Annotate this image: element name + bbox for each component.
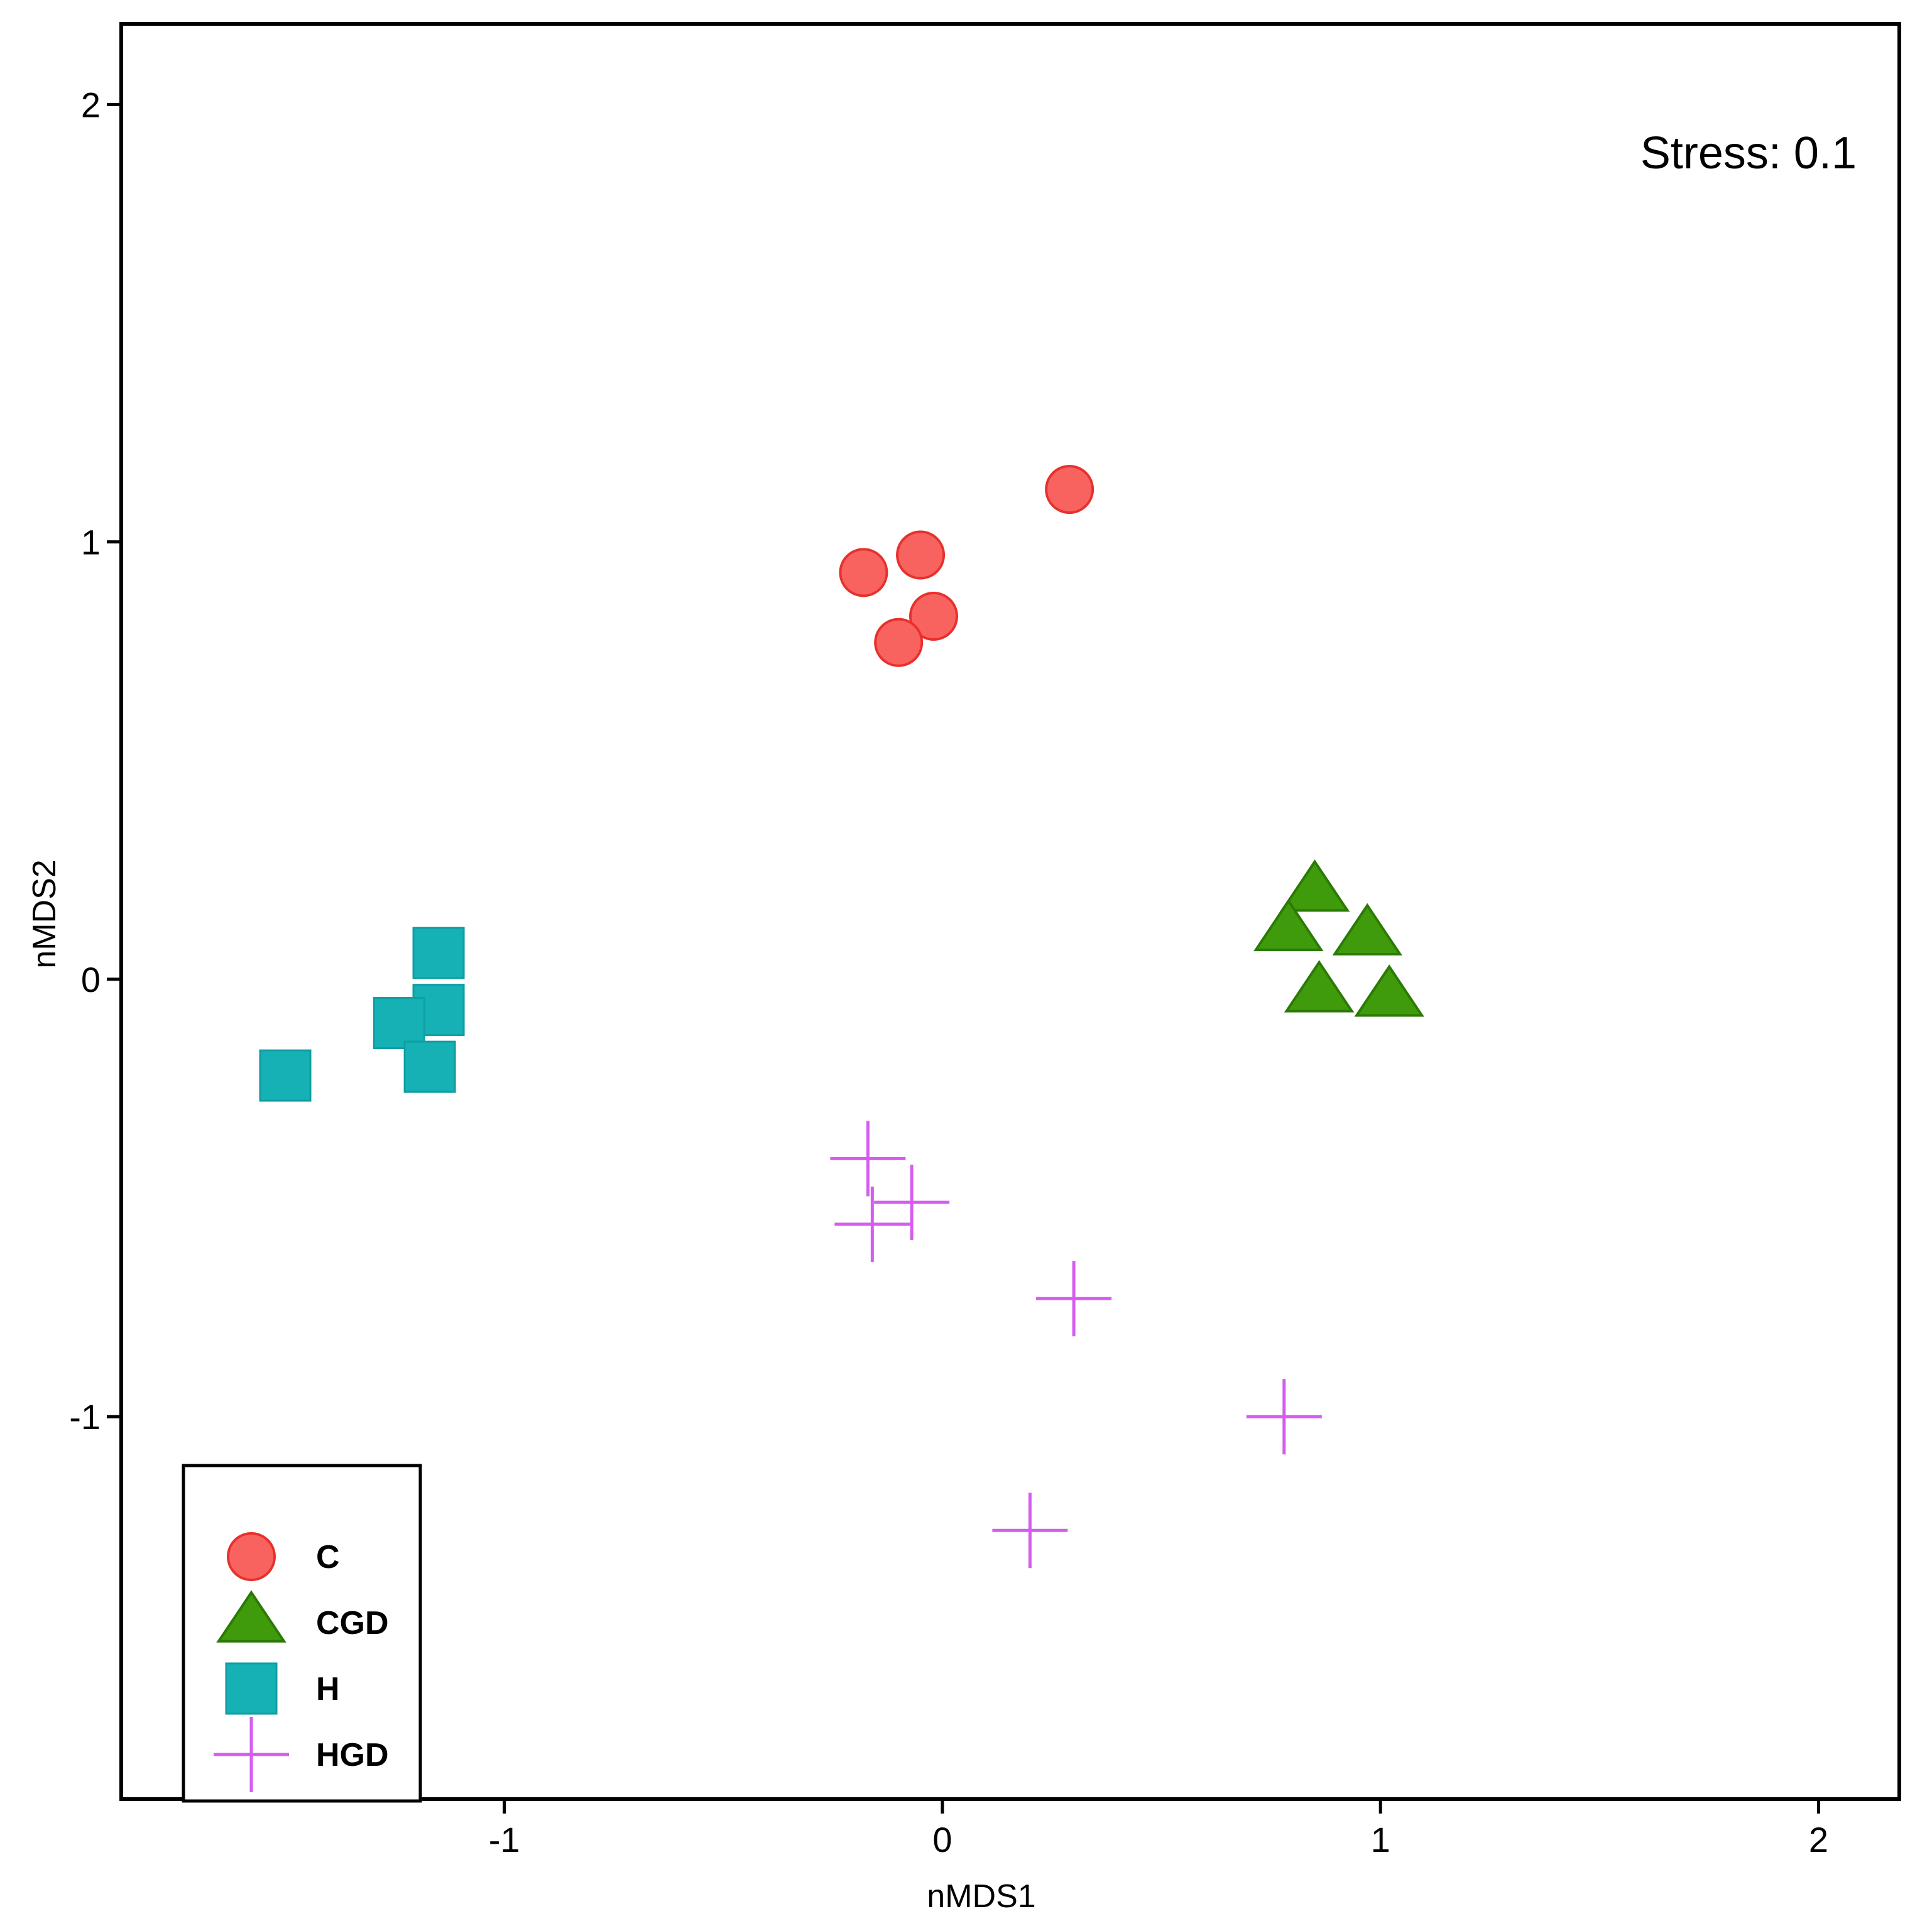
- point-cgd: [1253, 898, 1324, 952]
- legend-marker-c: [227, 1532, 276, 1581]
- legend-label-h: H: [316, 1671, 340, 1707]
- point-hgd: [874, 1165, 950, 1241]
- point-h: [412, 927, 465, 979]
- point-c: [909, 592, 958, 641]
- x-tick-label: 1: [1371, 1820, 1390, 1859]
- x-tick-label: 0: [932, 1820, 952, 1859]
- legend-marker-cgd: [216, 1590, 287, 1643]
- point-cgd: [1332, 903, 1403, 956]
- x-tick-label: -1: [489, 1820, 520, 1859]
- y-tick-label: 2: [81, 85, 101, 124]
- y-axis-title: nMDS2: [26, 859, 63, 968]
- point-cgd: [1354, 964, 1424, 1017]
- point-hgd: [1036, 1261, 1112, 1337]
- point-h: [259, 1049, 312, 1102]
- point-hgd: [834, 1186, 910, 1262]
- legend-label-cgd: CGD: [316, 1605, 389, 1641]
- point-h: [403, 1040, 456, 1093]
- point-cgd: [1284, 960, 1355, 1013]
- legend-marker-h: [225, 1662, 278, 1715]
- point-c: [839, 548, 888, 597]
- point-cgd: [1279, 859, 1350, 912]
- legend-label-hgd: HGD: [316, 1737, 389, 1773]
- legend-label-c: C: [316, 1539, 340, 1575]
- y-tick-label: 1: [81, 523, 101, 562]
- x-axis-ticks: -1 0 1 2: [489, 1799, 1828, 1859]
- plot-frame: [119, 22, 1901, 1801]
- point-hgd: [1246, 1379, 1322, 1455]
- point-hgd: [992, 1493, 1068, 1569]
- legend: C CGD H HGD: [182, 1464, 422, 1803]
- data-points: [259, 465, 1424, 1569]
- point-c: [896, 530, 946, 580]
- point-c: [1045, 465, 1094, 514]
- y-axis-ticks: -1 0 1 2: [69, 85, 121, 1437]
- legend-marker-hgd: [214, 1717, 289, 1792]
- y-tick-label: 0: [81, 960, 101, 999]
- point-h: [373, 997, 425, 1050]
- x-tick-label: 2: [1809, 1820, 1828, 1859]
- point-hgd: [830, 1121, 906, 1197]
- point-c: [874, 618, 924, 667]
- x-axis-title: nMDS1: [927, 1878, 1035, 1915]
- stress-annotation: Stress: 0.1: [1640, 128, 1857, 178]
- y-tick-label: -1: [69, 1397, 101, 1437]
